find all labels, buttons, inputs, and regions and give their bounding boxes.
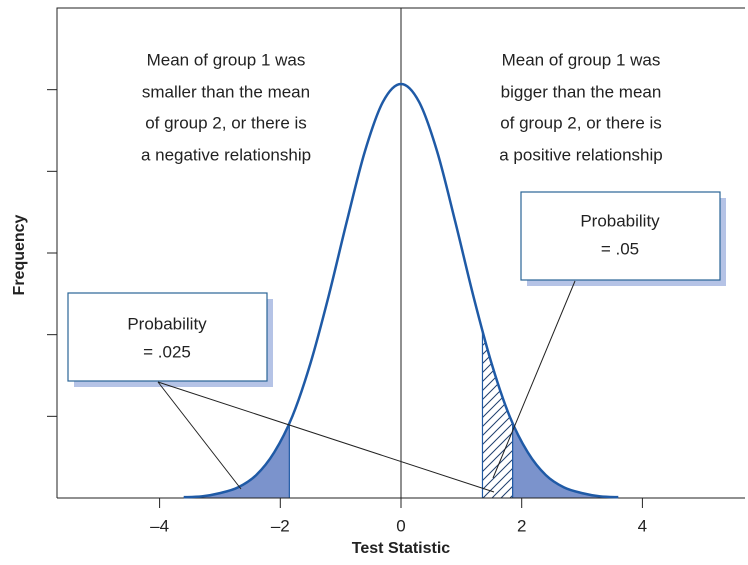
x-tick-label: –4 [150, 516, 169, 535]
callout-text: Probability [127, 314, 207, 333]
annotation-line: Mean of group 1 was [147, 50, 306, 69]
pointer-line [157, 381, 495, 493]
x-axis-label: Test Statistic [352, 540, 451, 557]
annotation-left: Mean of group 1 was smaller than the mea… [141, 50, 311, 164]
annotation-line: of group 2, or there is [145, 113, 307, 132]
callout-text: = .05 [601, 239, 639, 258]
callout-text: = .025 [143, 342, 191, 361]
pointer-line [492, 280, 576, 479]
callout-right: Probability = .05 [520, 191, 726, 286]
annotation-line: Mean of group 1 was [502, 50, 661, 69]
x-tick-label: 4 [638, 516, 647, 535]
y-axis-label: Frequency [11, 214, 28, 295]
x-tick-label: 0 [396, 516, 405, 535]
annotation-line: of group 2, or there is [500, 113, 662, 132]
callout-box [67, 292, 268, 382]
annotation-line: a negative relationship [141, 145, 311, 164]
x-tick-label: –2 [271, 516, 290, 535]
annotation-line: smaller than the mean [142, 82, 310, 101]
callout-left: Probability = .025 [67, 292, 273, 387]
callout-box [520, 191, 721, 281]
x-tick-label: 2 [517, 516, 526, 535]
callout-text: Probability [580, 211, 660, 230]
annotation-right: Mean of group 1 was bigger than the mean… [499, 50, 662, 164]
annotation-line: bigger than the mean [501, 82, 662, 101]
distribution-curve [183, 82, 619, 499]
pointer-line [157, 381, 242, 490]
annotation-line: a positive relationship [499, 145, 662, 164]
pointer-lines [157, 280, 576, 493]
